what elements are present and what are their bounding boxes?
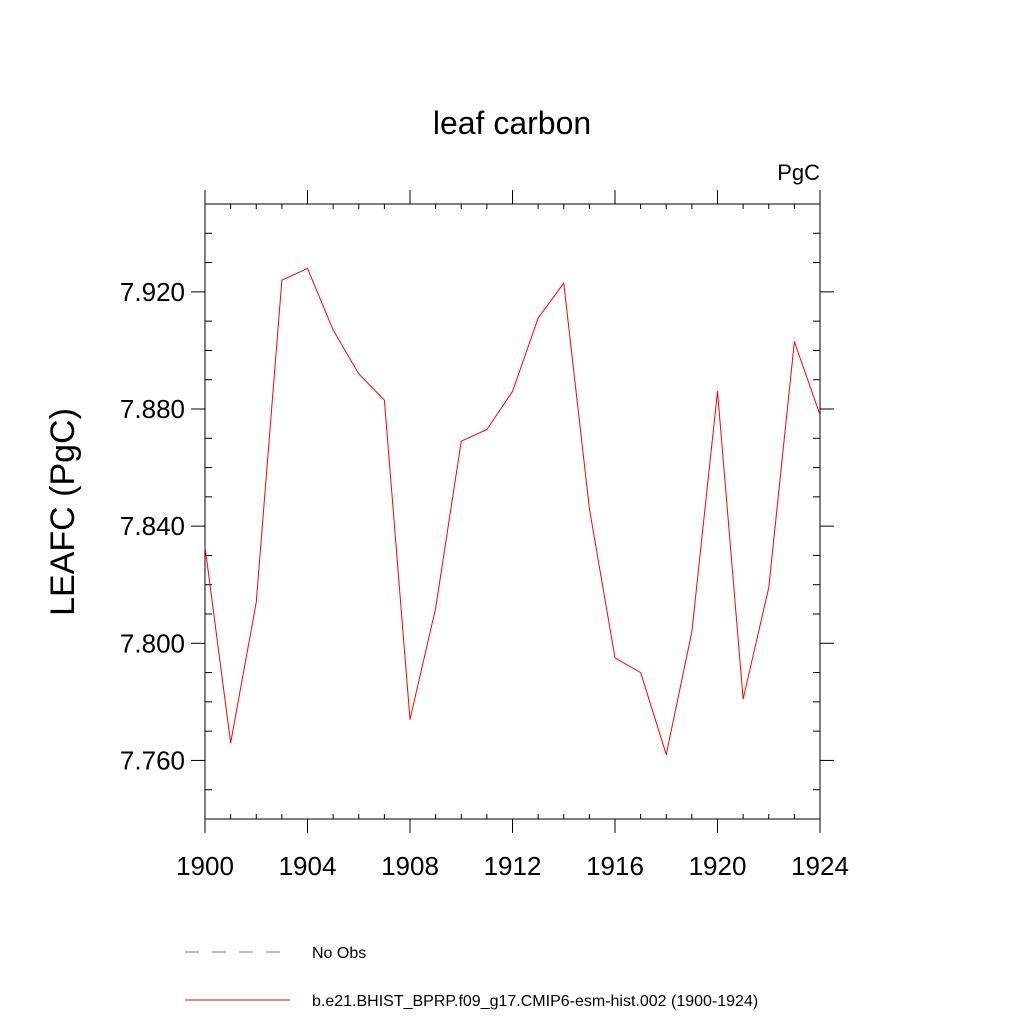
x-tick-label: 1916 [586,851,644,881]
series-group [204,267,821,756]
y-tick-label: 7.920 [120,277,185,307]
y-tick-label: 7.840 [120,511,185,541]
legend: No Obs b.e21.BHIST_BPRP.f09_g17.CMIP6-es… [185,945,758,1010]
units-label: PgC [777,160,820,185]
y-tick-label: 7.800 [120,628,185,658]
axis-ticks [191,190,834,833]
x-tick-label: 1920 [689,851,747,881]
x-tick-labels: 1900 1904 1908 1912 1916 1920 1924 [176,851,849,881]
x-tick-label: 1912 [484,851,542,881]
y-axis-label: LEAFC (PgC) [44,408,82,616]
series-line [204,267,821,756]
y-tick-label: 7.760 [120,745,185,775]
legend-label-model: b.e21.BHIST_BPRP.f09_g17.CMIP6-esm-hist.… [312,993,758,1010]
y-tick-label: 7.880 [120,394,185,424]
chart-title: leaf carbon [433,105,591,141]
y-tick-labels: 7.760 7.800 7.840 7.880 7.920 [120,277,185,776]
x-tick-label: 1924 [791,851,849,881]
x-tick-label: 1900 [176,851,234,881]
x-tick-label: 1908 [381,851,439,881]
legend-label-no-obs: No Obs [312,945,366,962]
x-tick-label: 1904 [279,851,337,881]
